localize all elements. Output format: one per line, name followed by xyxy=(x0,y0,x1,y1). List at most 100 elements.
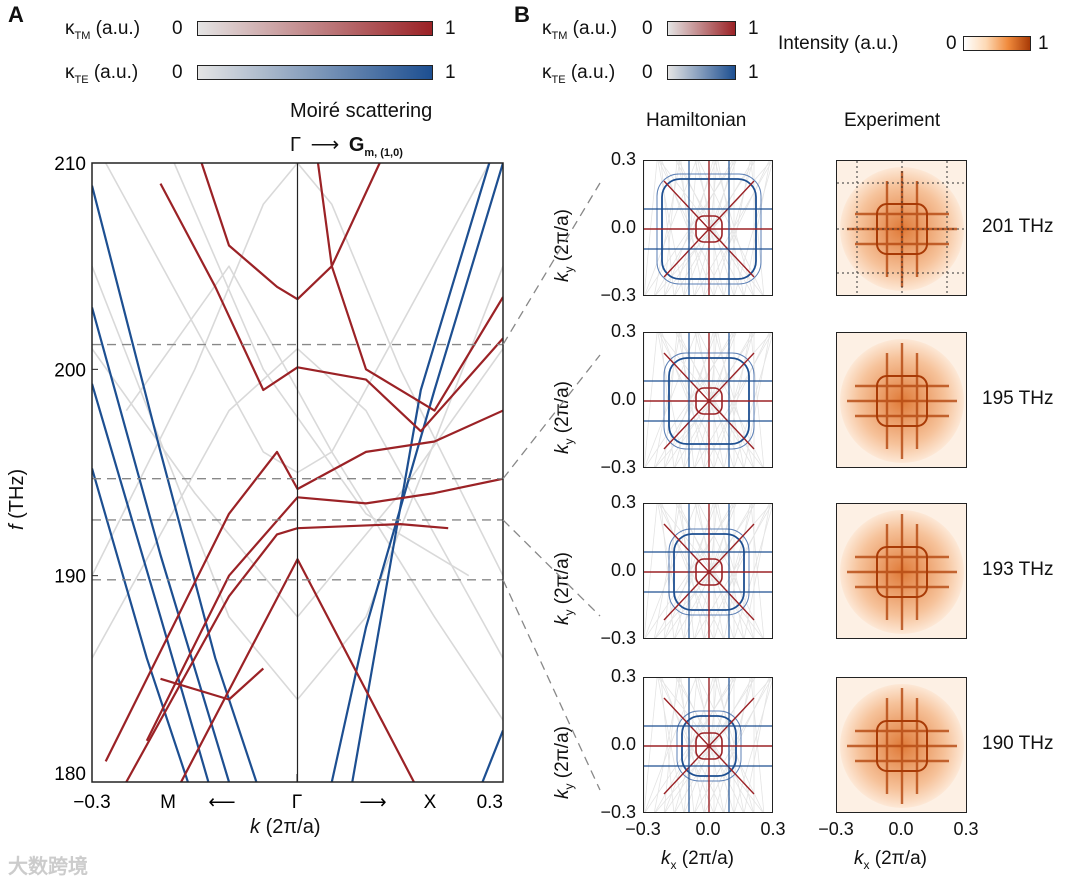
hamiltonian-map-0 xyxy=(643,160,773,296)
x-axis-label: k (2π/a) xyxy=(250,816,320,839)
band-te-5 xyxy=(351,163,491,782)
y-tick-label: 180 xyxy=(54,764,86,785)
panel-b-letter: B xyxy=(514,2,530,27)
ky-tick-label: −0.3 xyxy=(600,285,636,305)
g-vector-label: G xyxy=(348,134,365,156)
ky-tick-label: −0.3 xyxy=(600,457,636,477)
row-frequency-label: 195 THz xyxy=(982,388,1054,409)
band-te-0 xyxy=(92,185,258,782)
kx-tick-label: 0.3 xyxy=(953,819,979,839)
a-cbar-min: 0 xyxy=(172,62,183,83)
a-cbar-label-tm: κTM (a.u.) xyxy=(65,18,141,42)
band-tm-4 xyxy=(104,409,503,762)
intensity-colorbar xyxy=(963,36,1031,51)
x-tick-label: X xyxy=(424,792,437,813)
band-other-6 xyxy=(173,163,470,577)
x-tick-label: ⟶ xyxy=(359,792,386,813)
experiment-map-1 xyxy=(836,332,967,468)
hamiltonian-map-3 xyxy=(643,677,773,813)
band-other-2 xyxy=(92,163,299,577)
y-axis-label-symbol: f xyxy=(6,524,28,530)
ky-tick-label: 0.3 xyxy=(610,149,636,169)
band-other-3 xyxy=(296,163,503,577)
experiment-map-2 xyxy=(836,503,967,639)
ky-tick-label: 0.3 xyxy=(610,666,636,686)
ky-tick-label: −0.3 xyxy=(600,802,636,822)
a-cbar-max: 1 xyxy=(445,18,456,39)
intensity-max: 1 xyxy=(1038,33,1049,54)
x-tick-label: −0.3 xyxy=(73,792,111,813)
a-colorbar-tm xyxy=(197,21,433,36)
hamiltonian-map-2 xyxy=(643,503,773,639)
row-frequency-label: 201 THz xyxy=(982,216,1054,237)
band-te-2 xyxy=(92,383,210,782)
ky-axis-label: ky (2π/a) xyxy=(552,726,576,799)
kx-tick-label: −0.3 xyxy=(818,819,854,839)
band-te-4 xyxy=(330,163,503,782)
a-cbar-max: 1 xyxy=(445,62,456,83)
col-header-experiment: Experiment xyxy=(844,110,941,131)
band-tm-3 xyxy=(159,183,503,433)
y-axis-label-unit: (THz) xyxy=(6,468,28,519)
col-header-hamiltonian: Hamiltonian xyxy=(646,110,747,131)
x-tick-label: M xyxy=(160,792,176,813)
b-cbar-min: 0 xyxy=(642,18,653,39)
y-tick-label: 200 xyxy=(54,360,86,381)
kx-tick-label: 0.3 xyxy=(760,819,786,839)
band-te-3 xyxy=(92,468,189,782)
b-cbar-max: 1 xyxy=(748,62,759,83)
arrow-right-icon: ⟶ xyxy=(310,134,340,156)
band-other-4 xyxy=(125,265,503,721)
gamma-label: Γ xyxy=(290,134,302,156)
band-te-6 xyxy=(481,729,503,782)
row-frequency-label: 190 THz xyxy=(982,733,1054,754)
band-tm-7 xyxy=(160,667,265,701)
y-tick-label: 210 xyxy=(54,154,86,175)
experiment-map-3 xyxy=(836,677,967,813)
y-axis-label: f (THz) xyxy=(6,469,29,530)
ky-tick-label: 0.0 xyxy=(610,389,636,409)
kx-axis-label: kx (2π/a) xyxy=(854,848,927,872)
band-tm-2 xyxy=(200,163,381,301)
ky-tick-label: 0.0 xyxy=(610,734,636,754)
a-cbar-label-te: κTE (a.u.) xyxy=(65,62,139,86)
row-frequency-label: 193 THz xyxy=(982,559,1054,580)
b-colorbar-tm xyxy=(667,21,736,36)
moire-scattering-title: Moiré scattering xyxy=(290,100,433,122)
band-tm-1 xyxy=(125,523,449,782)
ky-tick-label: 0.3 xyxy=(610,321,636,341)
a-colorbar-te xyxy=(197,65,433,80)
hamiltonian-map-1 xyxy=(643,332,773,468)
kx-axis-label: kx (2π/a) xyxy=(661,848,734,872)
band-structure-chart: 180 190 200 210 −0.3 M ⟵ Γ ⟶ X 0.3 xyxy=(54,154,504,813)
x-tick-label: Γ xyxy=(292,792,302,813)
panel-a-letter: A xyxy=(8,2,24,27)
b-cbar-max: 1 xyxy=(748,18,759,39)
band-te-1 xyxy=(92,307,231,782)
b-cbar-min: 0 xyxy=(642,62,653,83)
ky-tick-label: −0.3 xyxy=(600,628,636,648)
x-axis-label-symbol: k xyxy=(250,816,260,838)
intensity-min: 0 xyxy=(946,33,957,54)
kx-tick-label: 0.0 xyxy=(695,819,721,839)
y-tick-label: 190 xyxy=(54,567,86,588)
a-cbar-min: 0 xyxy=(172,18,183,39)
experiment-map-0 xyxy=(836,160,967,296)
b-cbar-label-te: κTE (a.u.) xyxy=(542,62,616,86)
band-tm-6 xyxy=(316,163,503,412)
g-vector-sub: m, (1,0) xyxy=(364,147,403,159)
ky-axis-label: ky (2π/a) xyxy=(552,552,576,625)
ky-tick-label: 0.0 xyxy=(610,217,636,237)
x-tick-label: 0.3 xyxy=(477,792,503,813)
intensity-label: Intensity (a.u.) xyxy=(778,33,899,54)
kx-tick-label: 0.0 xyxy=(888,819,914,839)
band-tm-5 xyxy=(145,477,503,742)
moire-scattering-path: Γ ⟶ Gm, (1,0) xyxy=(290,132,403,159)
x-tick-label: ⟵ xyxy=(208,792,235,813)
watermark-logo: 大数跨境 xyxy=(8,856,88,878)
ky-tick-label: 0.0 xyxy=(610,560,636,580)
x-axis-label-unit: (2π/a) xyxy=(265,816,321,838)
ky-axis-label: ky (2π/a) xyxy=(552,209,576,282)
ky-tick-label: 0.3 xyxy=(610,492,636,512)
b-cbar-label-tm: κTM (a.u.) xyxy=(542,18,618,42)
